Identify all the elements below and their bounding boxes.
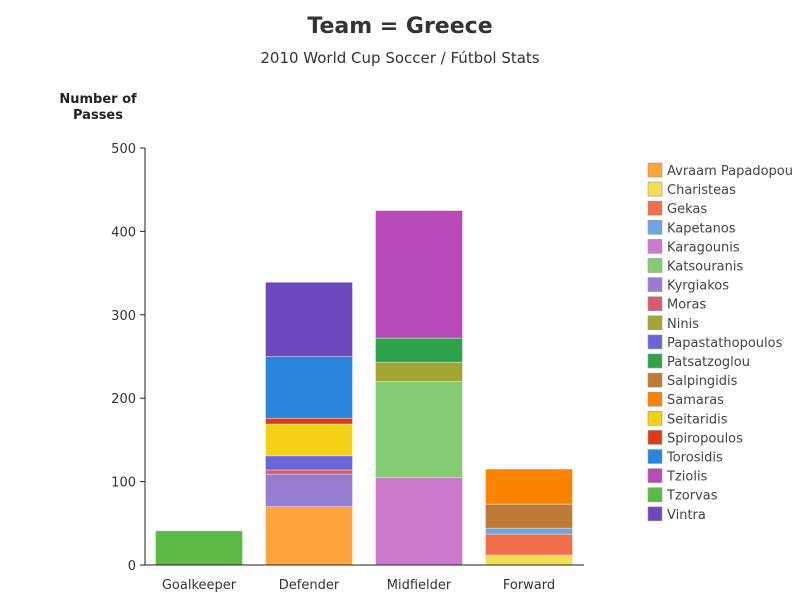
legend-swatch [647, 391, 663, 407]
x-tick-label: Forward [503, 578, 555, 593]
chart-title: Team = Greece [307, 14, 492, 39]
bar-segment: Forward — Charisteas: 12 [485, 554, 573, 566]
legend-swatch [647, 239, 663, 254]
legend-label: Papastathopoulos [667, 336, 783, 351]
bar-segment: Defender — Torosidis: 74 [265, 356, 353, 419]
legend-swatch [647, 277, 663, 292]
y-tick-label: 0 [128, 559, 136, 574]
legend-swatch [647, 296, 663, 312]
legend-label: Avraam Papadopou [667, 164, 793, 179]
bar-segment: Midfielder — Katsouranis: 115 [375, 381, 463, 478]
legend-label: Gekas [667, 202, 707, 217]
x-tick-label: Defender [279, 578, 340, 593]
bar-segment: Defender — Seitaridis: 38 [265, 423, 353, 457]
bar-segment: Midfielder — Tziolis: 153 [375, 210, 463, 339]
x-tick-label: Midfielder [387, 578, 452, 593]
legend-swatch [647, 181, 663, 197]
bar-segment: Forward — Kapetanos: 7 [485, 527, 573, 535]
bar-segment: Forward — Samaras: 42 [485, 468, 573, 505]
bar-segment: Defender — Spiropoulos: 7 [265, 417, 353, 425]
legend-swatch [647, 315, 663, 331]
legend-swatch [647, 430, 663, 445]
y-tick-label: 500 [111, 142, 136, 157]
legend-swatch [647, 468, 663, 483]
y-axis-label-line-1: Number of [59, 92, 137, 107]
bar-segment: Forward — Salpingidis: 29 [485, 503, 573, 529]
bar-segment: Forward — Gekas: 25 [485, 533, 573, 556]
bar-segment: Defender — Kyrgiakos: 39 [265, 473, 353, 508]
chart-subtitle: 2010 World Cup Soccer / Fútbol Stats [260, 49, 539, 67]
legend-label: Kapetanos [667, 221, 736, 236]
y-tick-label: 400 [111, 225, 136, 240]
legend-swatch [647, 334, 663, 350]
legend-label: Samaras [667, 393, 724, 408]
legend-label: Moras [667, 298, 706, 313]
bar-segment: Midfielder — Ninis: 23 [375, 361, 463, 383]
bar-segment: Defender — Moras: 5 [265, 469, 353, 475]
legend-swatch [647, 353, 663, 369]
legend-swatch [647, 258, 663, 273]
bar-segment: Goalkeeper — Tzorvas: 41 [155, 530, 243, 566]
x-tick-label: Goalkeeper [162, 578, 237, 593]
legend-swatch [647, 220, 663, 235]
y-tick-label: 100 [111, 476, 136, 491]
legend-swatch [647, 410, 663, 426]
legend-swatch [647, 487, 663, 503]
legend-label: Spiropoulos [667, 431, 743, 446]
legend-swatch [647, 372, 663, 388]
y-axis-label-line-2: Passes [73, 108, 123, 123]
legend-label: Ninis [667, 317, 699, 332]
legend-swatch [647, 162, 663, 178]
bar-segment: Defender — Vintra: 89 [265, 281, 353, 357]
legend-label: Torosidis [666, 451, 723, 466]
x-axis: Goalkeeper Defender Midfielder Forward [145, 564, 584, 593]
legend-label: Salpingidis [667, 374, 738, 389]
y-axis: 0 100 200 300 400 500 [111, 142, 146, 574]
legend-swatch [647, 449, 663, 464]
legend-label: Charisteas [667, 183, 736, 198]
legend-label: Tzorvas [666, 489, 718, 504]
legend-swatch [647, 506, 663, 522]
bar-segment: Defender — Papastathopoulos: 17 [265, 455, 353, 471]
y-tick-label: 300 [111, 309, 136, 324]
legend-swatch [647, 200, 663, 216]
bar-segment: Midfielder — Karagounis: 105 [375, 476, 463, 566]
legend-label: Kyrgiakos [667, 279, 729, 294]
legend-label: Patsatzoglou [667, 355, 750, 370]
legend-label: Karagounis [667, 240, 740, 255]
bars: Goalkeeper — Tzorvas: 41 Defender — Avraa… [155, 210, 573, 566]
bar-segment: Midfielder — Patsatzoglou: 29 [375, 337, 463, 363]
legend-label: Seitaridis [667, 412, 728, 427]
legend-label: Tziolis [666, 470, 708, 485]
bar-segment: Defender — Avraam Papadopou: 70 [265, 506, 353, 566]
y-tick-label: 200 [111, 392, 136, 407]
legend-label: Vintra [667, 508, 706, 523]
legend: Avraam Papadopou Charisteas Gekas Kapetanos… [647, 162, 793, 523]
legend-label: Katsouranis [667, 260, 743, 275]
